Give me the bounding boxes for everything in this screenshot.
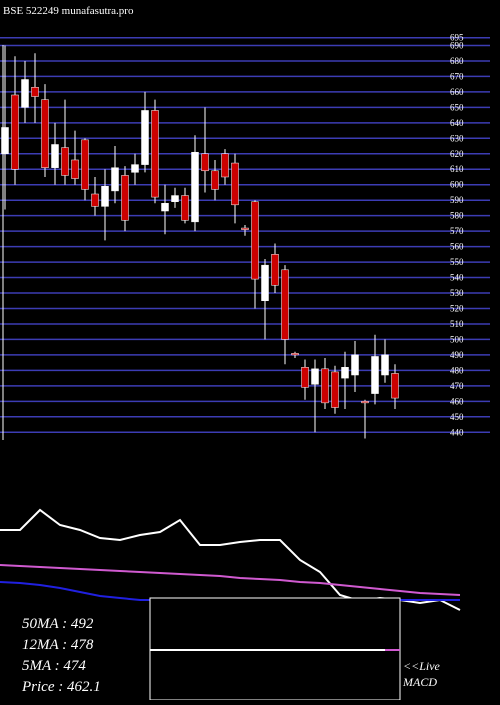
candle-body <box>151 110 159 198</box>
candle-body <box>71 159 79 179</box>
y-tick-label: 500 <box>450 334 464 344</box>
live-label: <<Live <box>403 659 441 673</box>
candle-body <box>111 167 119 192</box>
y-tick-label: 630 <box>450 133 464 143</box>
y-tick-label: 450 <box>450 412 464 422</box>
y-tick-label: 580 <box>450 211 464 221</box>
candle-body <box>201 153 209 172</box>
candle-body <box>1 127 9 155</box>
y-tick-label: 680 <box>450 56 464 66</box>
ma-label: Price : 462.1 <box>21 679 101 695</box>
candle-body <box>301 367 309 388</box>
candle-body <box>351 354 359 376</box>
candle-body <box>181 195 189 221</box>
candle-body <box>241 227 249 230</box>
candle-body <box>121 175 129 221</box>
y-tick-label: 590 <box>450 195 464 205</box>
candle-body <box>81 139 89 190</box>
y-tick-label: 695 <box>450 33 464 43</box>
candle-body <box>271 254 279 286</box>
y-tick-label: 490 <box>450 350 464 360</box>
candle-body <box>101 186 109 207</box>
y-tick-label: 480 <box>450 365 464 375</box>
candle-body <box>321 368 329 404</box>
y-tick-label: 520 <box>450 303 464 313</box>
candle-body <box>261 264 269 302</box>
candle-body <box>331 371 339 408</box>
candle-body <box>21 79 29 108</box>
candle-body <box>221 153 229 178</box>
ma-label: 5MA : 474 <box>22 658 86 674</box>
ma-label: 12MA : 478 <box>22 637 94 653</box>
candle-body <box>341 367 349 379</box>
y-tick-label: 570 <box>450 226 464 236</box>
y-tick-label: 650 <box>450 102 464 112</box>
candle-body <box>41 99 49 168</box>
candle-body <box>281 269 289 340</box>
candle-body <box>231 162 239 206</box>
candle-body <box>381 354 389 376</box>
candle-body <box>171 195 179 202</box>
chart-title: BSE 522249 munafasutra.pro <box>3 5 134 17</box>
candle-body <box>371 356 379 394</box>
candle-body <box>161 203 169 212</box>
y-tick-label: 550 <box>450 257 464 267</box>
y-tick-label: 460 <box>450 396 464 406</box>
candle-body <box>211 170 219 190</box>
y-tick-label: 530 <box>450 288 464 298</box>
candle-body <box>31 86 39 97</box>
candle-body <box>11 94 19 170</box>
y-tick-label: 660 <box>450 87 464 97</box>
y-tick-label: 440 <box>450 427 464 437</box>
candle-body <box>251 201 259 280</box>
candle-body <box>391 373 399 399</box>
candle-body <box>191 151 199 223</box>
y-tick-label: 510 <box>450 319 464 329</box>
y-tick-label: 610 <box>450 164 464 174</box>
candle-body <box>291 353 299 356</box>
ma-label: 50MA : 492 <box>22 616 94 632</box>
macd-label: MACD <box>402 675 437 689</box>
candle-body <box>61 147 69 176</box>
candle-body <box>51 144 59 168</box>
candle-body <box>361 401 369 404</box>
y-tick-label: 670 <box>450 71 464 81</box>
y-tick-label: 470 <box>450 381 464 391</box>
y-tick-label: 620 <box>450 149 464 159</box>
candle-body <box>91 193 99 207</box>
y-tick-label: 640 <box>450 118 464 128</box>
y-tick-label: 540 <box>450 273 464 283</box>
y-tick-label: 600 <box>450 180 464 190</box>
indicator-line <box>0 508 461 611</box>
candle-body <box>131 164 139 173</box>
y-tick-label: 690 <box>450 40 464 50</box>
y-tick-label: 560 <box>450 242 464 252</box>
indicator-line <box>0 564 461 596</box>
candle-body <box>311 368 319 385</box>
candle-body <box>141 110 149 165</box>
